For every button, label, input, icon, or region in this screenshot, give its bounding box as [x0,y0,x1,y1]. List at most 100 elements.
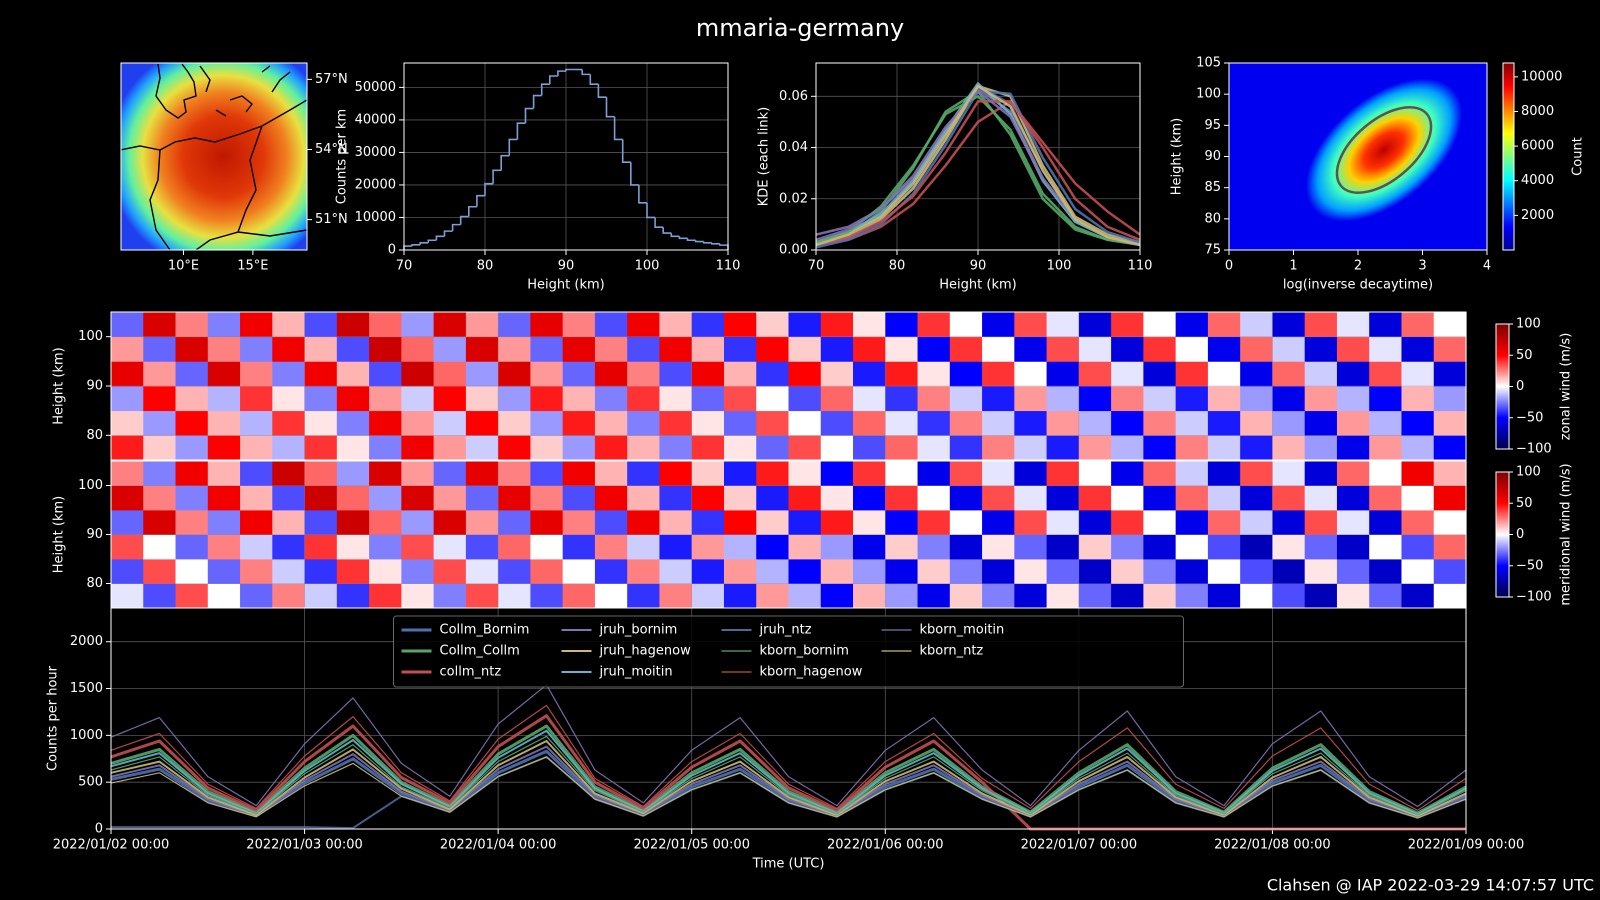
heatmap-cell [853,361,886,387]
heatmap-cell [369,461,402,486]
histogram-bin [581,69,591,76]
heatmap-cell [1078,461,1112,486]
heatmap-cell [1304,312,1338,338]
heatmap-cell [175,312,209,338]
heatmap-cell [1111,510,1144,535]
series-line [815,100,1141,247]
colorbar-tick-label: 100 [1516,465,1541,480]
heatmap-cell [465,534,499,560]
y-axis-label: Counts per km [335,109,350,204]
heatmap-cell [336,583,370,609]
colorbar-label: Count [1571,137,1586,176]
heatmap-cell [304,583,338,609]
heatmap-cell [530,435,564,461]
heatmap-cell [659,534,693,560]
heatmap-cell [691,410,725,436]
x-tick-label: 70 [396,259,413,274]
heatmap-cell [627,559,661,584]
series-line [110,756,1467,819]
heatmap-cell [820,435,854,461]
heatmap-cell [1111,534,1144,560]
heatmap-cell [465,485,499,511]
x-tick-label: 80 [889,259,906,274]
heatmap-cell [627,435,661,461]
heatmap-cell [207,336,241,362]
heatmap-cell [659,312,693,338]
histogram-bin [638,184,647,204]
heatmap-cell [1143,410,1177,436]
y-tick-label: 90 [86,379,103,394]
colorbar-label: meridional wind (m/s) [1559,463,1574,605]
heatmap-cell [853,485,886,511]
heatmap-cell [433,510,467,535]
histogram-bin [435,235,445,241]
heatmap-cell [627,361,661,387]
heatmap-cell [594,336,628,362]
heatmap-cell [1046,410,1080,436]
heatmap-cell [885,461,919,486]
heatmap-cell [175,435,209,461]
heatmap-cell [1111,461,1144,486]
heatmap-cell [1046,312,1080,338]
x-axis-label: Height (km) [527,278,604,293]
heatmap-cell [1369,386,1403,412]
heatmap-cell [982,534,1015,560]
y-tick-label: 57°N [315,72,348,87]
heatmap-cell [1240,410,1274,436]
heatmap-cell [982,361,1015,387]
x-tick-label: 15°E [237,259,268,274]
heatmap-cell [1272,583,1306,609]
legend-label: jruh_bornim [599,623,678,638]
heatmap-cell [788,583,822,609]
y-tick-label: 1500 [70,681,103,696]
heatmap-cell [756,534,790,560]
heatmap-cell [465,386,499,412]
heatmap-cell [1078,386,1112,412]
heatmap-cell [917,386,951,412]
heatmap-cell [949,534,983,560]
heatmap-cell [401,583,435,609]
heatmap-cell [788,485,822,511]
x-tick-label: 80 [477,259,494,274]
heatmap-cell [723,534,757,560]
heatmap-cell [1046,559,1080,584]
heatmap-cell [272,386,306,412]
colorbar-tick-label: 50 [1516,496,1533,511]
heatmap-cell [336,534,370,560]
heatmap-cell [433,559,467,584]
heatmap-cell [1014,312,1048,338]
heatmap-cell [949,410,983,436]
heatmap-cell [853,559,886,584]
colorbar-tick-label: 8000 [1521,104,1554,119]
series-line [815,100,1141,247]
heatmap-cell [272,485,306,511]
heatmap-cell [1336,386,1370,412]
heatmap-cell [369,534,402,560]
series-line [110,740,1467,817]
heatmap-cell [143,435,177,461]
colorbar [1502,62,1515,251]
heatmap-cell [627,583,661,609]
heatmap-cell [627,386,661,412]
heatmap-cell [1014,583,1048,609]
heatmap-cell [659,386,693,412]
heatmap-cell [594,485,628,511]
histogram-bin [484,182,494,196]
heatmap-cell [723,361,757,387]
heatmap-cell [788,312,822,338]
heatmap-cell [530,461,564,486]
heatmap-cell [111,336,144,362]
heatmap-cell [207,361,241,387]
heatmap-cell [336,410,370,436]
heatmap-cell [530,361,564,387]
histogram-bin [451,223,461,232]
histogram-bin [532,94,542,109]
heatmap-cell [1207,485,1241,511]
heatmap-cell [594,361,628,387]
heatmap-cell [530,510,564,535]
heatmap-cell [1304,435,1338,461]
heatmap-cell [885,510,919,535]
heatmap-cell [723,583,757,609]
heatmap-cell [336,336,370,362]
heatmap-cell [272,435,306,461]
